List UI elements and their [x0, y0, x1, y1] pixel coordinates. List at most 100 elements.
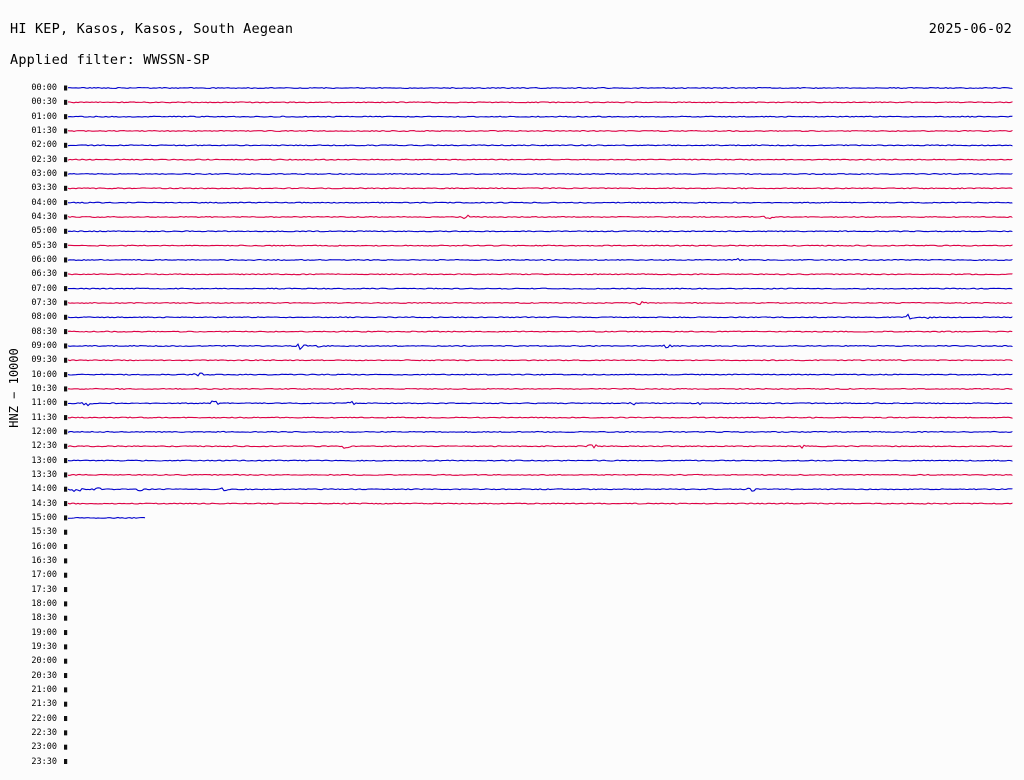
time-row-label: 07:00 — [31, 283, 57, 294]
seismic-trace — [67, 473, 1013, 476]
time-row-label: 02:30 — [31, 154, 57, 165]
time-row-label: 08:00 — [31, 312, 57, 323]
time-row-label: 23:00 — [31, 742, 57, 753]
time-row-label: 18:00 — [31, 598, 57, 609]
seismic-trace — [67, 214, 1013, 220]
row-tick-mark — [64, 658, 68, 664]
seismic-trace — [67, 313, 1013, 320]
time-row-label: 06:00 — [31, 254, 57, 265]
row-tick-mark — [64, 443, 68, 449]
row-tick-mark — [64, 128, 68, 134]
row-tick-mark — [64, 701, 68, 707]
time-row-label: 10:00 — [31, 369, 57, 380]
seismic-trace — [67, 144, 1013, 147]
seismic-trace — [67, 387, 1013, 390]
row-tick-mark — [64, 400, 68, 406]
seismic-trace — [67, 257, 1013, 262]
row-tick-mark — [64, 171, 68, 177]
time-row-label: 21:30 — [31, 699, 57, 710]
time-row-label: 09:30 — [31, 355, 57, 366]
time-row-label: 00:30 — [31, 97, 57, 108]
time-row-label: 20:00 — [31, 656, 57, 667]
row-tick-mark — [64, 716, 68, 722]
time-row-label: 07:30 — [31, 297, 57, 308]
seismic-trace — [67, 502, 1013, 505]
row-tick-mark — [64, 544, 68, 550]
row-tick-mark — [64, 615, 68, 621]
time-row-label: 16:30 — [31, 555, 57, 566]
row-tick-mark — [64, 415, 68, 421]
row-tick-mark — [64, 228, 68, 234]
row-tick-mark — [64, 730, 68, 736]
seismic-trace — [67, 459, 1013, 462]
seismic-trace — [67, 343, 1013, 351]
row-tick-mark — [64, 329, 68, 335]
time-row-label: 04:00 — [31, 197, 57, 208]
row-tick-mark — [64, 243, 68, 249]
time-row-label: 02:00 — [31, 140, 57, 151]
time-row-label: 23:30 — [31, 756, 57, 767]
row-tick-mark — [64, 673, 68, 679]
row-tick-mark — [64, 558, 68, 564]
seismic-trace — [67, 273, 1013, 276]
time-row-label: 12:30 — [31, 441, 57, 452]
time-row-label: 19:30 — [31, 641, 57, 652]
row-tick-mark — [64, 486, 68, 492]
record-date: 2025-06-02 — [928, 21, 1012, 37]
row-tick-mark — [64, 630, 68, 636]
time-row-label: 20:30 — [31, 670, 57, 681]
time-row-label: 15:30 — [31, 527, 57, 538]
time-row-label: 19:00 — [31, 627, 57, 638]
time-row-label: 22:00 — [31, 713, 57, 724]
row-tick-mark — [64, 114, 68, 120]
row-tick-mark — [64, 99, 68, 105]
time-row-label: 15:00 — [31, 512, 57, 523]
seismic-trace — [67, 287, 1013, 290]
seismic-trace — [67, 101, 1013, 104]
row-tick-mark — [64, 200, 68, 206]
time-row-label: 05:30 — [31, 240, 57, 251]
seismic-trace — [67, 359, 1013, 362]
seismic-trace — [67, 444, 1013, 450]
row-tick-mark — [64, 372, 68, 378]
time-row-label: 00:00 — [31, 83, 57, 93]
row-tick-mark — [64, 601, 68, 607]
row-tick-mark — [64, 314, 68, 320]
time-row-label: 11:00 — [31, 398, 57, 409]
row-tick-mark — [64, 185, 68, 191]
time-row-label: 16:00 — [31, 541, 57, 552]
row-tick-mark — [64, 343, 68, 349]
time-row-label: 09:00 — [31, 340, 57, 351]
seismic-trace — [67, 300, 1013, 306]
page-title: HI KEP, Kasos, Kasos, South Aegean — [10, 21, 294, 37]
row-tick-mark — [64, 257, 68, 263]
row-tick-mark — [64, 687, 68, 693]
time-row-label: 13:00 — [31, 455, 57, 466]
time-row-label: 03:30 — [31, 183, 57, 194]
row-tick-mark — [64, 644, 68, 650]
seismic-trace — [67, 187, 1013, 190]
seismic-trace — [67, 158, 1013, 161]
time-row-label: 03:00 — [31, 168, 57, 179]
time-row-label: 06:30 — [31, 269, 57, 280]
row-tick-mark — [64, 759, 68, 765]
time-row-label: 21:00 — [31, 684, 57, 695]
row-tick-mark — [64, 386, 68, 392]
row-tick-mark — [64, 286, 68, 292]
row-tick-mark — [64, 587, 68, 593]
seismic-trace — [67, 129, 1013, 133]
time-row-label: 17:30 — [31, 584, 57, 595]
time-row-label: 08:30 — [31, 326, 57, 337]
time-row-label: 14:00 — [31, 484, 57, 495]
seismic-trace — [67, 330, 1013, 333]
row-tick-mark — [64, 85, 68, 91]
row-tick-mark — [64, 744, 68, 750]
row-tick-mark — [64, 271, 68, 277]
seismic-trace — [67, 244, 1013, 247]
seismic-trace — [67, 430, 1013, 433]
row-tick-mark — [64, 429, 68, 435]
seismic-trace — [67, 487, 1013, 493]
seismic-trace — [67, 172, 1013, 175]
time-row-label: 17:00 — [31, 570, 57, 581]
